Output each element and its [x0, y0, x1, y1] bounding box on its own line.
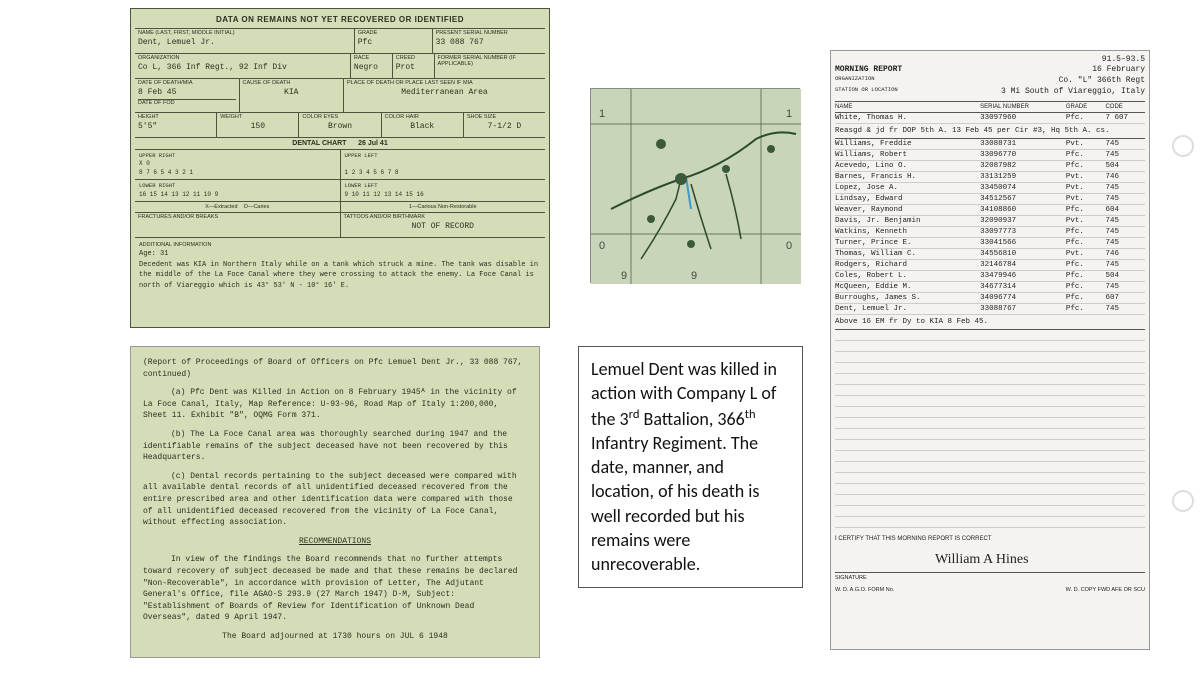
board-report: (Report of Proceedings of Board of Offic…	[130, 346, 540, 658]
map-svg: 1 1 0 0 9 9	[591, 89, 801, 284]
roster-row: Thomas, William C.34556810Pvt.746	[835, 249, 1145, 260]
location-map: 1 1 0 0 9 9	[590, 88, 800, 283]
roster-header: NAME SERIAL NUMBER GRADE CODE	[835, 102, 1145, 113]
roster-row: Coles, Robert L.33479946Pfc.504	[835, 271, 1145, 282]
svg-text:0: 0	[599, 240, 605, 252]
caption-text: Lemuel Dent was killed in action with Co…	[591, 358, 777, 575]
svg-text:1: 1	[599, 108, 605, 120]
morning-report: 91.5–93.5 MORNING REPORT16 February ORGA…	[830, 50, 1150, 650]
binder-hole	[1172, 490, 1194, 512]
roster-row: Williams, Freddie33088731Pvt.745	[835, 139, 1145, 150]
roster-row: White, Thomas H. 33097960 Pfc. 7 607	[835, 113, 1145, 124]
roster-row: Lindsay, Edward34512567Pvt.745	[835, 194, 1145, 205]
caption-box: Lemuel Dent was killed in action with Co…	[578, 346, 803, 588]
svg-text:9: 9	[621, 270, 627, 282]
signature: William A Hines	[935, 552, 1200, 568]
binder-hole	[1172, 135, 1194, 157]
remains-data-card: DATA ON REMAINS NOT YET RECOVERED OR IDE…	[130, 8, 550, 328]
roster-row: Turner, Prince E.33041566Pfc.745	[835, 238, 1145, 249]
roster-row: Rodgers, Richard32146784Pfc.745	[835, 260, 1145, 271]
dental-chart: UPPER RIGHT X 0 8 7 6 5 4 3 2 1 UPPER LE…	[135, 149, 545, 179]
roster-row: Burroughs, James S.34096774Pfc.607	[835, 293, 1145, 304]
svg-text:1: 1	[786, 108, 792, 120]
roster-row: Dent, Lemuel Jr.33088767Pfc.745	[835, 304, 1145, 315]
name-value: Dent, Lemuel Jr.	[138, 36, 351, 47]
roster-row: Williams, Robert33096770Pfc.745	[835, 150, 1145, 161]
narrative: Decedent was KIA in Northern Italy while…	[139, 260, 541, 292]
roster-row: Davis, Jr. Benjamin32090937Pvt.745	[835, 216, 1145, 227]
roster-row: Watkins, Kenneth33097773Pfc.745	[835, 227, 1145, 238]
card-title: DATA ON REMAINS NOT YET RECOVERED OR IDE…	[135, 13, 545, 28]
svg-text:9: 9	[691, 270, 697, 282]
roster-row: Barnes, Francis H.33131259Pvt.746	[835, 172, 1145, 183]
roster-row: Weaver, Raymond34108860Pfc.604	[835, 205, 1145, 216]
roster-row: Lopez, Jose A.33450074Pvt.745	[835, 183, 1145, 194]
roster-body: Williams, Freddie33088731Pvt.745Williams…	[835, 139, 1145, 315]
roster-row: Acevedo, Lino O.32087982Pfc.504	[835, 161, 1145, 172]
roster-row: McQueen, Eddie M.34677314Pfc.745	[835, 282, 1145, 293]
svg-text:0: 0	[786, 240, 792, 252]
